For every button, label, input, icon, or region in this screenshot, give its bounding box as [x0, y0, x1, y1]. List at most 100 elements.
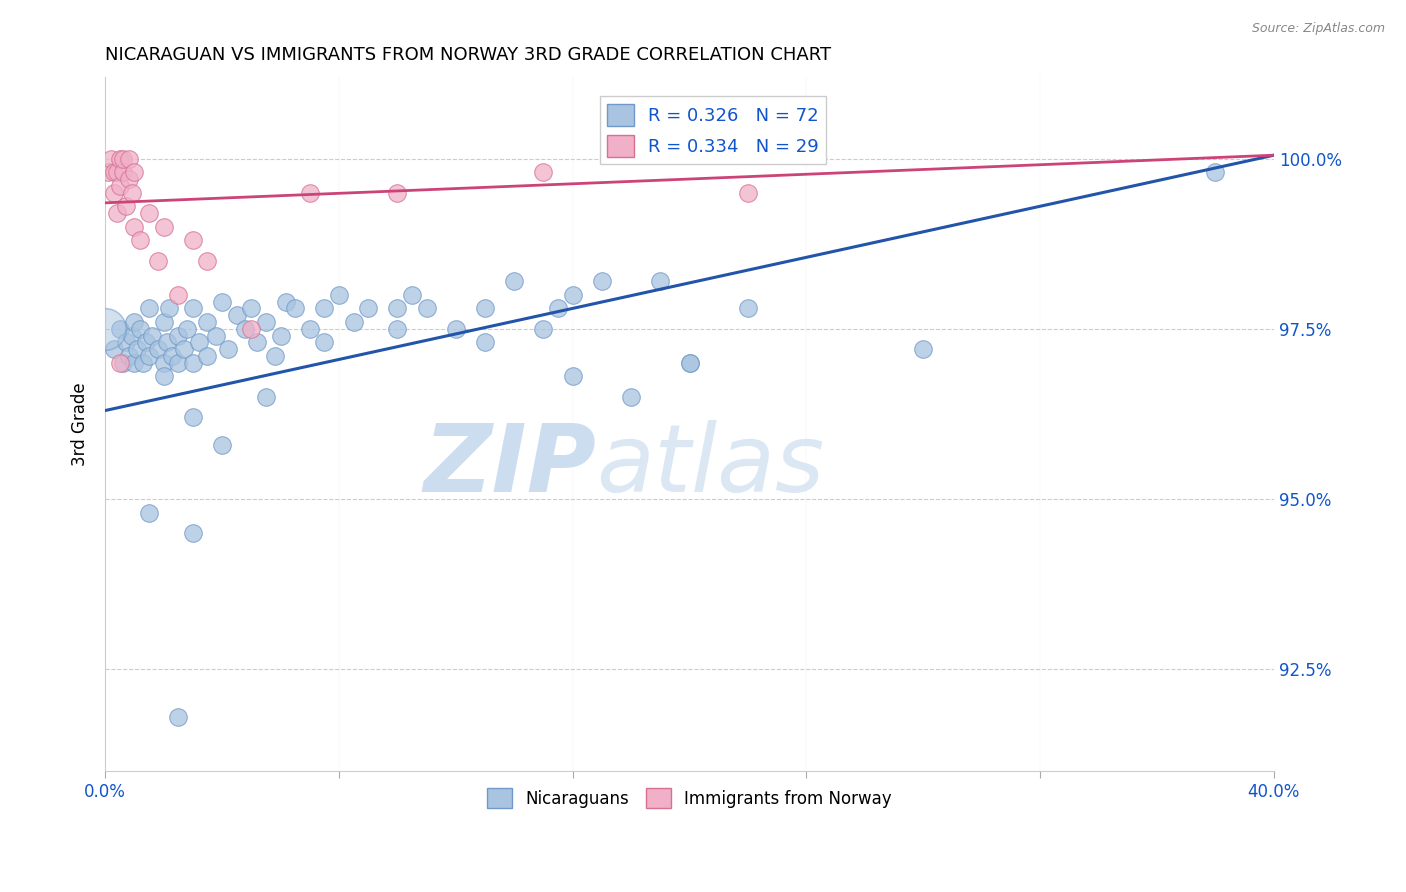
Point — [146, 343, 169, 357]
Point — [187, 335, 209, 350]
Point — [246, 335, 269, 350]
Point — [173, 343, 195, 357]
Point — [108, 152, 131, 166]
Point — [152, 219, 174, 234]
Point — [138, 206, 160, 220]
Point — [129, 322, 152, 336]
Point — [650, 274, 672, 288]
Point — [415, 301, 437, 316]
Point — [240, 301, 263, 316]
Point — [124, 315, 146, 329]
Point — [100, 152, 122, 166]
Point — [167, 328, 190, 343]
Point — [533, 165, 555, 179]
Point — [167, 710, 190, 724]
Point — [620, 390, 643, 404]
Point — [117, 349, 139, 363]
Point — [121, 186, 143, 200]
Point — [205, 328, 228, 343]
Point — [141, 328, 163, 343]
Point — [103, 165, 125, 179]
Point — [328, 287, 350, 301]
Point — [342, 315, 364, 329]
Point — [284, 301, 307, 316]
Point — [129, 233, 152, 247]
Point — [503, 274, 526, 288]
Point — [298, 186, 321, 200]
Point — [176, 322, 198, 336]
Point — [155, 335, 177, 350]
Point — [678, 356, 700, 370]
Point — [132, 356, 155, 370]
Point — [152, 369, 174, 384]
Point — [197, 315, 219, 329]
Point — [387, 186, 409, 200]
Point — [181, 301, 204, 316]
Point — [225, 308, 247, 322]
Point — [152, 356, 174, 370]
Point — [138, 506, 160, 520]
Point — [105, 206, 128, 220]
Point — [401, 287, 423, 301]
Point — [314, 335, 336, 350]
Point — [103, 186, 125, 200]
Point — [117, 152, 139, 166]
Point — [387, 301, 409, 316]
Point — [547, 301, 569, 316]
Point — [211, 437, 233, 451]
Point — [127, 343, 149, 357]
Point — [217, 343, 239, 357]
Point — [138, 349, 160, 363]
Point — [387, 322, 409, 336]
Point — [181, 526, 204, 541]
Point — [737, 301, 759, 316]
Point — [162, 349, 184, 363]
Point — [105, 165, 128, 179]
Point — [111, 152, 134, 166]
Point — [678, 356, 700, 370]
Point — [254, 315, 277, 329]
Point — [298, 322, 321, 336]
Point — [108, 322, 131, 336]
Point — [737, 186, 759, 200]
Point — [270, 328, 292, 343]
Point — [111, 356, 134, 370]
Point — [114, 199, 136, 213]
Point — [138, 301, 160, 316]
Point — [103, 343, 125, 357]
Point — [181, 356, 204, 370]
Point — [159, 301, 181, 316]
Point — [152, 315, 174, 329]
Point — [263, 349, 285, 363]
Point — [561, 369, 583, 384]
Point — [124, 356, 146, 370]
Point — [474, 335, 496, 350]
Point — [474, 301, 496, 316]
Text: Source: ZipAtlas.com: Source: ZipAtlas.com — [1251, 22, 1385, 36]
Point — [108, 178, 131, 193]
Point — [211, 294, 233, 309]
Point — [167, 287, 190, 301]
Point — [146, 253, 169, 268]
Point — [225, 778, 247, 792]
Y-axis label: 3rd Grade: 3rd Grade — [72, 383, 89, 466]
Point — [181, 410, 204, 425]
Text: atlas: atlas — [596, 420, 824, 511]
Point — [121, 328, 143, 343]
Text: ZIP: ZIP — [423, 420, 596, 512]
Legend: Nicaraguans, Immigrants from Norway: Nicaraguans, Immigrants from Norway — [481, 781, 898, 815]
Point — [314, 301, 336, 316]
Point — [533, 322, 555, 336]
Point — [97, 165, 120, 179]
Point — [561, 287, 583, 301]
Point — [111, 165, 134, 179]
Point — [235, 322, 257, 336]
Point — [117, 172, 139, 186]
Point — [1205, 165, 1227, 179]
Point — [167, 356, 190, 370]
Point — [124, 165, 146, 179]
Point — [114, 335, 136, 350]
Point — [357, 301, 380, 316]
Point — [912, 343, 935, 357]
Point — [276, 294, 298, 309]
